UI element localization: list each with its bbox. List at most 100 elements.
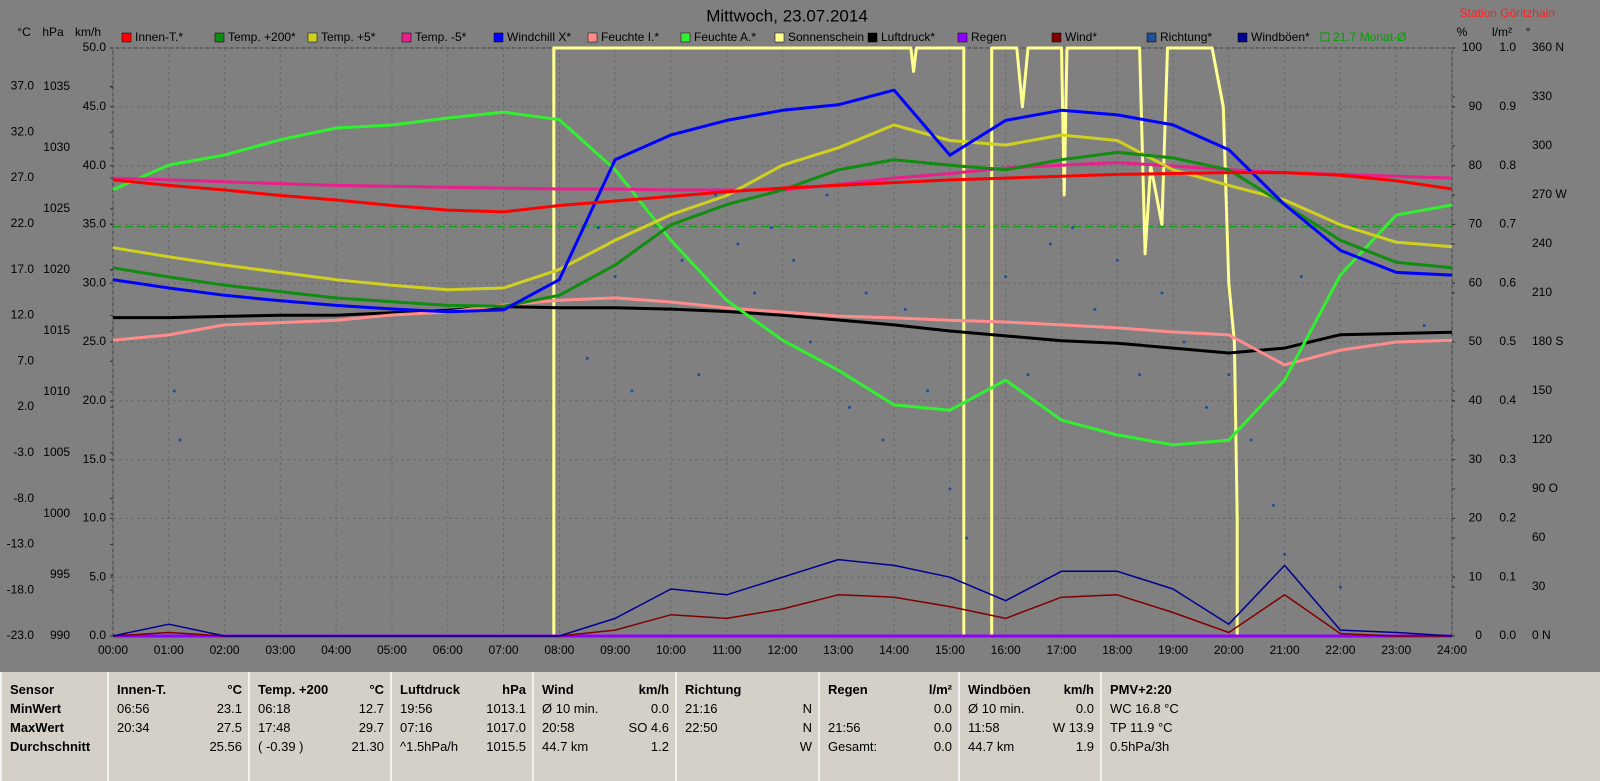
y-tick-label: 150	[1532, 383, 1552, 397]
legend-swatch	[774, 32, 785, 43]
y-tick-label: 35.0	[83, 217, 107, 231]
legend-swatch	[957, 32, 968, 43]
panel-row: 20:58 SO 4.6	[542, 720, 669, 739]
direction-dot	[1071, 226, 1075, 230]
x-tick-label: 23:00	[1381, 643, 1411, 657]
y-tick-label: 0.0	[89, 628, 106, 642]
x-tick-label: 12:00	[767, 643, 797, 657]
x-tick-label: 05:00	[377, 643, 407, 657]
panel-row: 22:50 N	[685, 720, 812, 739]
cell: 25.56	[209, 739, 242, 754]
y-tick-label: 10	[1469, 569, 1483, 583]
y-tick-label: 1.0	[1499, 40, 1516, 54]
y-tick-label: -13.0	[7, 537, 35, 551]
cell: Ø 10 min.	[968, 701, 1025, 716]
y-tick-label: 12.0	[11, 308, 35, 322]
y-tick-label: 37.0	[11, 79, 35, 93]
cell: 1017.0	[486, 720, 526, 735]
legend-label: Temp. +5*	[321, 30, 376, 44]
axis-title: hPa	[42, 25, 64, 39]
cell: 27.5	[216, 720, 242, 735]
direction-dot	[1004, 275, 1008, 279]
cell: 0.5hPa/3h	[1110, 739, 1170, 754]
cell: 21:16	[685, 701, 718, 716]
y-tick-label: 0.8	[1499, 158, 1516, 172]
y-tick-label: 0.7	[1499, 217, 1516, 231]
x-tick-label: 22:00	[1325, 643, 1355, 657]
y-tick-label: 50	[1469, 334, 1483, 348]
legend-swatch	[214, 32, 225, 43]
axis-title: l/m²	[1492, 25, 1512, 39]
cell: 0.0	[1075, 701, 1094, 716]
cell: 0.0	[933, 720, 952, 735]
cell: km/h	[638, 682, 669, 697]
legend-swatch	[493, 32, 504, 43]
cell: 29.7	[358, 720, 384, 735]
stats-panel: Windböen km/h Ø 10 min. 0.0 11:58 W 13.9 44.7 …	[958, 672, 1100, 781]
stats-panel: Temp. +200 °C 06:18 12.7 17:48 29.7 ( -0.39 ) 2…	[248, 672, 390, 781]
series-group	[112, 46, 1453, 638]
cell: 0.0	[650, 701, 669, 716]
y-tick-label: 0.1	[1499, 569, 1516, 583]
panel-row: Durchschnitt	[10, 739, 101, 758]
y-tick-label: 17.0	[11, 262, 35, 276]
y-tick-label: 7.0	[17, 353, 34, 367]
cell: Gesamt:	[828, 739, 878, 754]
y-tick-label: 1020	[43, 262, 70, 276]
panel-header: Richtung	[685, 682, 812, 701]
x-tick-label: 20:00	[1214, 643, 1244, 657]
panel-header: Windböen km/h	[968, 682, 1094, 701]
panel-row: MinWert	[10, 701, 101, 720]
cell: 23.1	[216, 701, 242, 716]
panel-row: 20:34 27.5	[117, 720, 242, 739]
y-tick-label: 40.0	[83, 158, 107, 172]
series-line	[112, 150, 1453, 308]
panel-row: TP 11.9 °C	[1110, 720, 1244, 739]
cell: 17:48	[258, 720, 291, 735]
cell: Richtung	[685, 682, 742, 697]
y-tick-label: 0.5	[1499, 334, 1516, 348]
direction-dot	[1026, 373, 1030, 377]
cell: 1015.5	[486, 739, 526, 754]
series-line	[112, 171, 1453, 214]
legend-swatch	[307, 32, 318, 43]
series-line	[112, 88, 1453, 314]
direction-dot	[178, 438, 182, 442]
cell: ( -0.39 )	[258, 739, 304, 754]
panel-row: MaxWert	[10, 720, 101, 739]
legend-swatch	[680, 32, 691, 43]
legend-label: Feuchte A.*	[694, 30, 756, 44]
y-tick-label: -18.0	[7, 582, 35, 596]
legend-label: Windböen*	[1251, 30, 1310, 44]
y-tick-label: 990	[50, 628, 70, 642]
x-tick-label: 16:00	[991, 643, 1021, 657]
x-tick-label: 02:00	[210, 643, 240, 657]
legend-swatch	[121, 32, 132, 43]
y-tick-label: 1015	[43, 323, 70, 337]
direction-dot	[1422, 324, 1426, 328]
legend-label: Temp. -5*	[415, 30, 467, 44]
legend-label: 21.7 Monat-Ø	[1333, 30, 1406, 44]
y-tick-label: 27.0	[11, 170, 35, 184]
direction-dot	[697, 373, 701, 377]
y-tick-label: 270 W	[1532, 187, 1567, 201]
direction-dot	[1299, 275, 1303, 279]
cell: 12.7	[358, 701, 384, 716]
x-tick-label: 17:00	[1046, 643, 1076, 657]
direction-dot	[769, 226, 773, 230]
legend-swatch	[867, 32, 878, 43]
panel-row: 21:56 0.0	[828, 720, 952, 739]
x-tick-label: 24:00	[1437, 643, 1467, 657]
panel-header: Wind km/h	[542, 682, 669, 701]
direction-dot	[825, 193, 829, 197]
direction-dot	[808, 340, 812, 344]
x-tick-label: 13:00	[823, 643, 853, 657]
panel-row: 07:16 1017.0	[400, 720, 526, 739]
y-tick-label: 70	[1469, 217, 1483, 231]
cell: PMV+2:20	[1110, 682, 1172, 697]
y-tick-label: 120	[1532, 432, 1552, 446]
cell: Innen-T.	[117, 682, 167, 697]
direction-dot	[753, 291, 757, 295]
y-tick-label: 300	[1532, 138, 1552, 152]
